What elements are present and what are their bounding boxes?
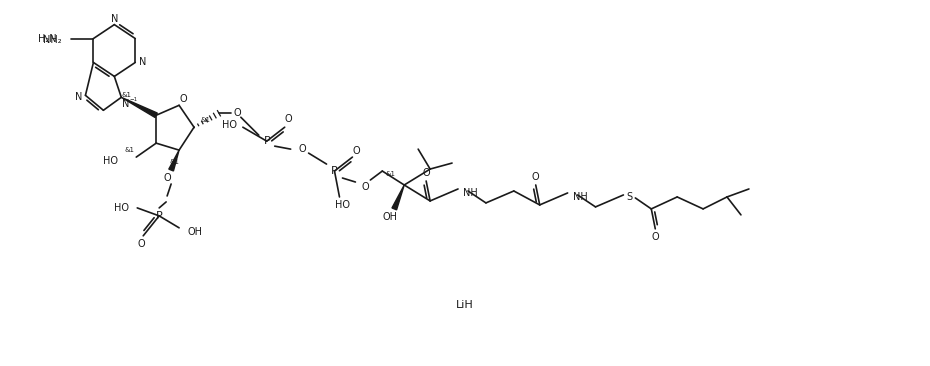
Text: O: O <box>164 173 171 183</box>
Text: OH: OH <box>187 227 202 237</box>
Text: &1: &1 <box>169 159 179 165</box>
Text: P: P <box>331 166 338 176</box>
Text: NH: NH <box>463 188 478 198</box>
Text: HO: HO <box>114 203 129 213</box>
Text: N: N <box>111 14 118 24</box>
Text: O: O <box>179 94 187 104</box>
Text: N: N <box>74 92 82 102</box>
Text: O: O <box>233 108 241 118</box>
Text: O: O <box>422 168 430 178</box>
Text: HO: HO <box>222 120 237 130</box>
Text: −1: −1 <box>129 97 138 102</box>
Polygon shape <box>169 150 179 171</box>
Text: O: O <box>352 146 360 156</box>
Text: O: O <box>362 182 369 192</box>
Text: &1: &1 <box>201 117 211 123</box>
Text: OH: OH <box>383 212 398 222</box>
Polygon shape <box>392 185 405 210</box>
Text: &1: &1 <box>385 171 395 177</box>
Text: H₂N: H₂N <box>38 34 57 44</box>
Text: S: S <box>626 192 632 202</box>
Text: O: O <box>299 144 306 154</box>
Text: O: O <box>285 114 292 124</box>
Polygon shape <box>121 97 157 117</box>
Text: O: O <box>138 239 145 249</box>
Text: N: N <box>139 57 146 67</box>
Text: HO: HO <box>335 200 350 210</box>
Text: P: P <box>263 136 270 146</box>
Text: HO: HO <box>103 156 118 166</box>
Text: NH: NH <box>573 192 588 202</box>
Text: N: N <box>122 99 129 109</box>
Text: &1: &1 <box>125 147 134 153</box>
Text: &1: &1 <box>121 92 131 98</box>
Text: O: O <box>532 172 539 182</box>
Text: P: P <box>156 211 163 221</box>
Text: LiH: LiH <box>456 299 474 310</box>
Text: NH₂: NH₂ <box>43 34 61 45</box>
Text: O: O <box>651 232 659 242</box>
